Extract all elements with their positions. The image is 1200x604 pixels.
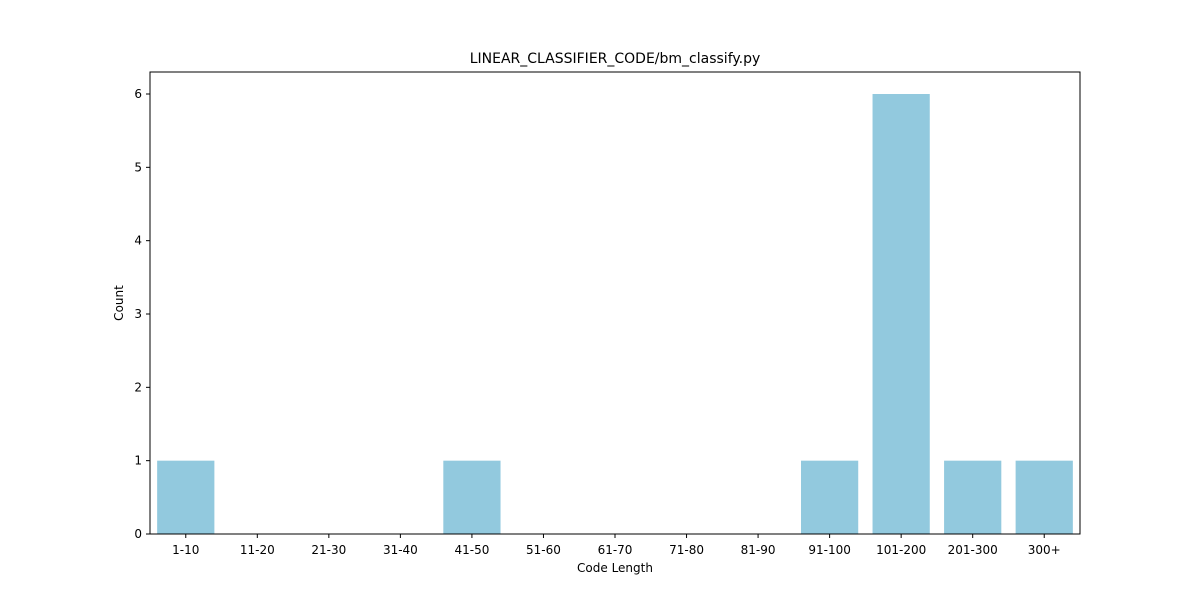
y-tick-label: 2: [134, 380, 142, 394]
x-axis-label: Code Length: [577, 561, 653, 575]
plot-frame: [149, 71, 1081, 535]
x-axis-ticks: 1-10 11-20 21-30 31-40 41-50 51-60 61-70 71-80 8…: [172, 534, 1061, 557]
x-tick-label: 11-20: [240, 543, 275, 557]
y-tick-label: 5: [134, 160, 142, 174]
x-tick-label: 81-90: [741, 543, 776, 557]
y-tick-label: 0: [134, 527, 142, 541]
bar-1-10: [157, 460, 215, 534]
bar-91-100: [801, 460, 859, 534]
x-tick-label: 71-80: [669, 543, 704, 557]
y-axis-ticks: 0 1 2 3 4 5 6: [134, 87, 150, 541]
x-tick-label: 300+: [1028, 543, 1061, 557]
x-tick-label: 21-30: [311, 543, 346, 557]
bar-101-200: [872, 94, 930, 534]
x-tick-label: 101-200: [876, 543, 926, 557]
x-tick-label: 51-60: [526, 543, 561, 557]
y-tick-label: 4: [134, 234, 142, 248]
y-axis-label: Count: [112, 285, 126, 321]
x-tick-label: 201-300: [948, 543, 998, 557]
bar-201-300: [944, 460, 1002, 534]
x-tick-label: 41-50: [454, 543, 489, 557]
x-tick-label: 61-70: [598, 543, 633, 557]
bar-41-50: [443, 460, 501, 534]
x-tick-label: 91-100: [808, 543, 851, 557]
y-tick-label: 3: [134, 307, 142, 321]
bars: [157, 94, 1073, 534]
bar-300+: [1015, 460, 1073, 534]
x-tick-label: 31-40: [383, 543, 418, 557]
y-tick-label: 1: [134, 454, 142, 468]
y-tick-label: 6: [134, 87, 142, 101]
x-tick-label: 1-10: [172, 543, 199, 557]
chart-title: LINEAR_CLASSIFIER_CODE/bm_classify.py: [470, 51, 761, 67]
